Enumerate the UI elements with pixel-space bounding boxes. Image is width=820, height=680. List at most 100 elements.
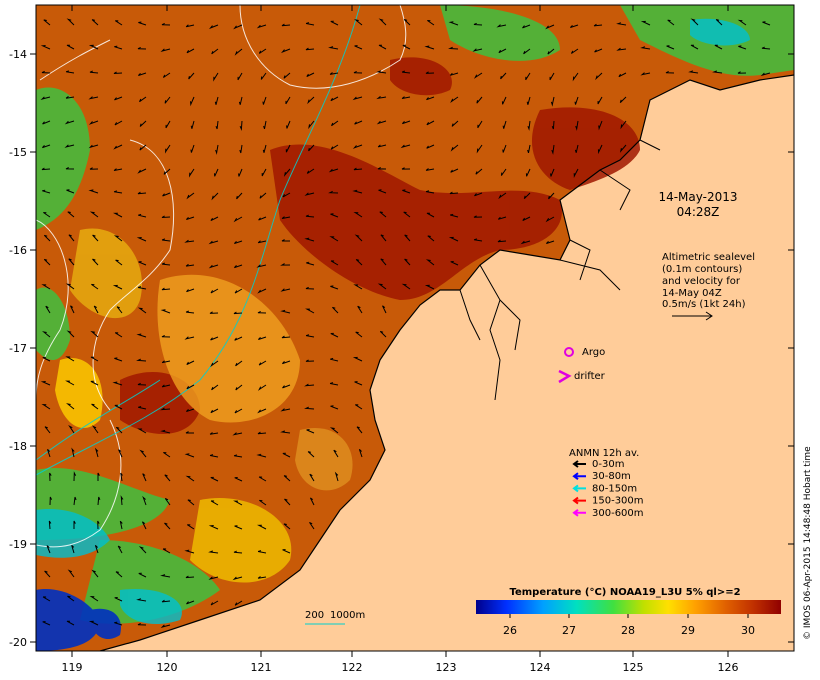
velocity-arrow-icon	[138, 213, 147, 218]
velocity-arrow-icon	[449, 191, 459, 195]
velocity-arrow-icon	[257, 288, 267, 294]
velocity-arrow-icon	[66, 620, 75, 626]
velocity-arrow-icon	[380, 234, 387, 242]
velocity-arrow-icon	[185, 310, 195, 314]
velocity-arrow-icon	[353, 211, 363, 218]
velocity-arrow-icon	[209, 454, 219, 458]
velocity-arrow-icon	[233, 216, 243, 223]
velocity-arrow-icon	[112, 284, 123, 290]
velocity-arrow-icon	[233, 311, 243, 315]
velocity-arrow-icon	[690, 18, 699, 26]
anmn-legend-label: 80-150m	[592, 483, 637, 494]
colorbar-title: Temperature (°C) NOAA19_L3U 5% ql>=2	[509, 587, 740, 598]
velocity-arrow-icon	[164, 474, 171, 482]
velocity-arrow-icon	[522, 24, 531, 29]
velocity-arrow-icon	[114, 621, 123, 626]
velocity-arrow-icon	[114, 332, 123, 338]
velocity-arrow-icon	[41, 284, 51, 290]
velocity-arrow-icon	[282, 384, 291, 389]
velocity-arrow-icon	[48, 520, 52, 530]
velocity-arrow-icon	[283, 475, 291, 482]
velocity-arrow-icon	[235, 360, 243, 367]
velocity-arrow-icon	[424, 284, 435, 290]
velocity-arrow-icon	[308, 144, 315, 152]
velocity-arrow-icon	[597, 144, 603, 155]
velocity-arrow-icon	[113, 144, 123, 150]
velocity-arrow-icon	[353, 167, 363, 171]
velocity-arrow-icon	[187, 499, 195, 506]
velocity-arrow-icon	[307, 96, 315, 105]
x-tick-label: 125	[623, 661, 644, 674]
velocity-arrow-icon	[210, 600, 219, 606]
velocity-arrow-icon	[594, 48, 603, 53]
velocity-arrow-icon	[551, 120, 555, 130]
velocity-arrow-icon	[45, 305, 51, 314]
velocity-arrow-icon	[67, 569, 75, 578]
velocity-arrow-icon	[65, 403, 75, 410]
velocity-arrow-icon	[41, 167, 51, 171]
velocity-arrow-icon	[426, 144, 435, 149]
y-tick-label: -18	[9, 440, 27, 453]
velocity-arrow-icon	[377, 167, 387, 170]
velocity-arrow-icon	[213, 72, 219, 82]
velocity-arrow-icon	[66, 44, 75, 50]
velocity-arrow-icon	[404, 258, 411, 266]
velocity-arrow-icon	[502, 144, 507, 153]
velocity-arrow-icon	[426, 120, 435, 126]
velocity-arrow-icon	[547, 48, 555, 55]
velocity-arrow-icon	[448, 21, 459, 26]
velocity-arrow-icon	[665, 70, 675, 74]
y-tick-label: -15	[9, 146, 27, 159]
velocity-arrow-icon	[762, 21, 771, 26]
timestamp-date: 14-May-2013	[658, 190, 737, 204]
velocity-arrow-icon	[41, 403, 51, 410]
velocity-arrow-icon	[138, 261, 147, 266]
anmn-legend-arrow-icon	[572, 496, 586, 505]
velocity-arrow-icon	[67, 211, 75, 218]
velocity-arrow-icon	[208, 240, 219, 245]
velocity-arrow-icon	[476, 144, 483, 154]
velocity-arrow-icon	[137, 382, 147, 386]
velocity-arrow-icon	[239, 144, 243, 154]
velocity-arrow-icon	[309, 473, 315, 482]
velocity-arrow-icon	[306, 429, 315, 434]
velocity-arrow-icon	[114, 357, 123, 362]
velocity-arrow-icon	[451, 120, 459, 127]
velocity-arrow-icon	[97, 520, 100, 530]
velocity-arrow-icon	[137, 46, 147, 50]
velocity-arrow-icon	[308, 120, 315, 130]
velocity-arrow-icon	[714, 44, 723, 50]
velocity-arrow-icon	[210, 408, 219, 414]
velocity-arrow-icon	[334, 471, 339, 482]
anmn-legend-label: 300-600m	[592, 508, 644, 519]
velocity-arrow-icon	[377, 283, 387, 290]
velocity-arrow-icon	[41, 70, 51, 74]
velocity-arrow-icon	[760, 72, 771, 77]
velocity-arrow-icon	[65, 96, 75, 99]
velocity-arrow-icon	[117, 545, 123, 554]
velocity-arrow-icon	[280, 430, 291, 434]
velocity-arrow-icon	[476, 96, 483, 104]
velocity-arrow-icon	[88, 44, 99, 50]
velocity-arrow-icon	[162, 72, 171, 78]
anmn-legend-label: 0-30m	[592, 459, 624, 470]
velocity-arrow-icon	[329, 382, 339, 386]
velocity-arrow-icon	[262, 144, 267, 153]
velocity-arrow-icon	[280, 309, 291, 314]
velocity-arrow-icon	[380, 258, 387, 266]
velocity-arrow-icon	[91, 19, 99, 26]
velocity-arrow-icon	[211, 384, 219, 391]
velocity-arrow-icon	[136, 333, 147, 338]
velocity-arrow-icon	[449, 72, 459, 76]
velocity-arrow-icon	[448, 236, 459, 242]
velocity-arrow-icon	[215, 144, 219, 155]
velocity-arrow-icon	[402, 44, 411, 50]
velocity-arrow-icon	[113, 71, 123, 74]
velocity-arrow-icon	[65, 356, 75, 362]
velocity-arrow-icon	[473, 238, 483, 242]
velocity-arrow-icon	[65, 283, 75, 290]
velocity-arrow-icon	[357, 305, 363, 314]
velocity-arrow-icon	[280, 263, 291, 266]
velocity-arrow-icon	[113, 190, 123, 194]
velocity-arrow-icon	[425, 259, 435, 266]
